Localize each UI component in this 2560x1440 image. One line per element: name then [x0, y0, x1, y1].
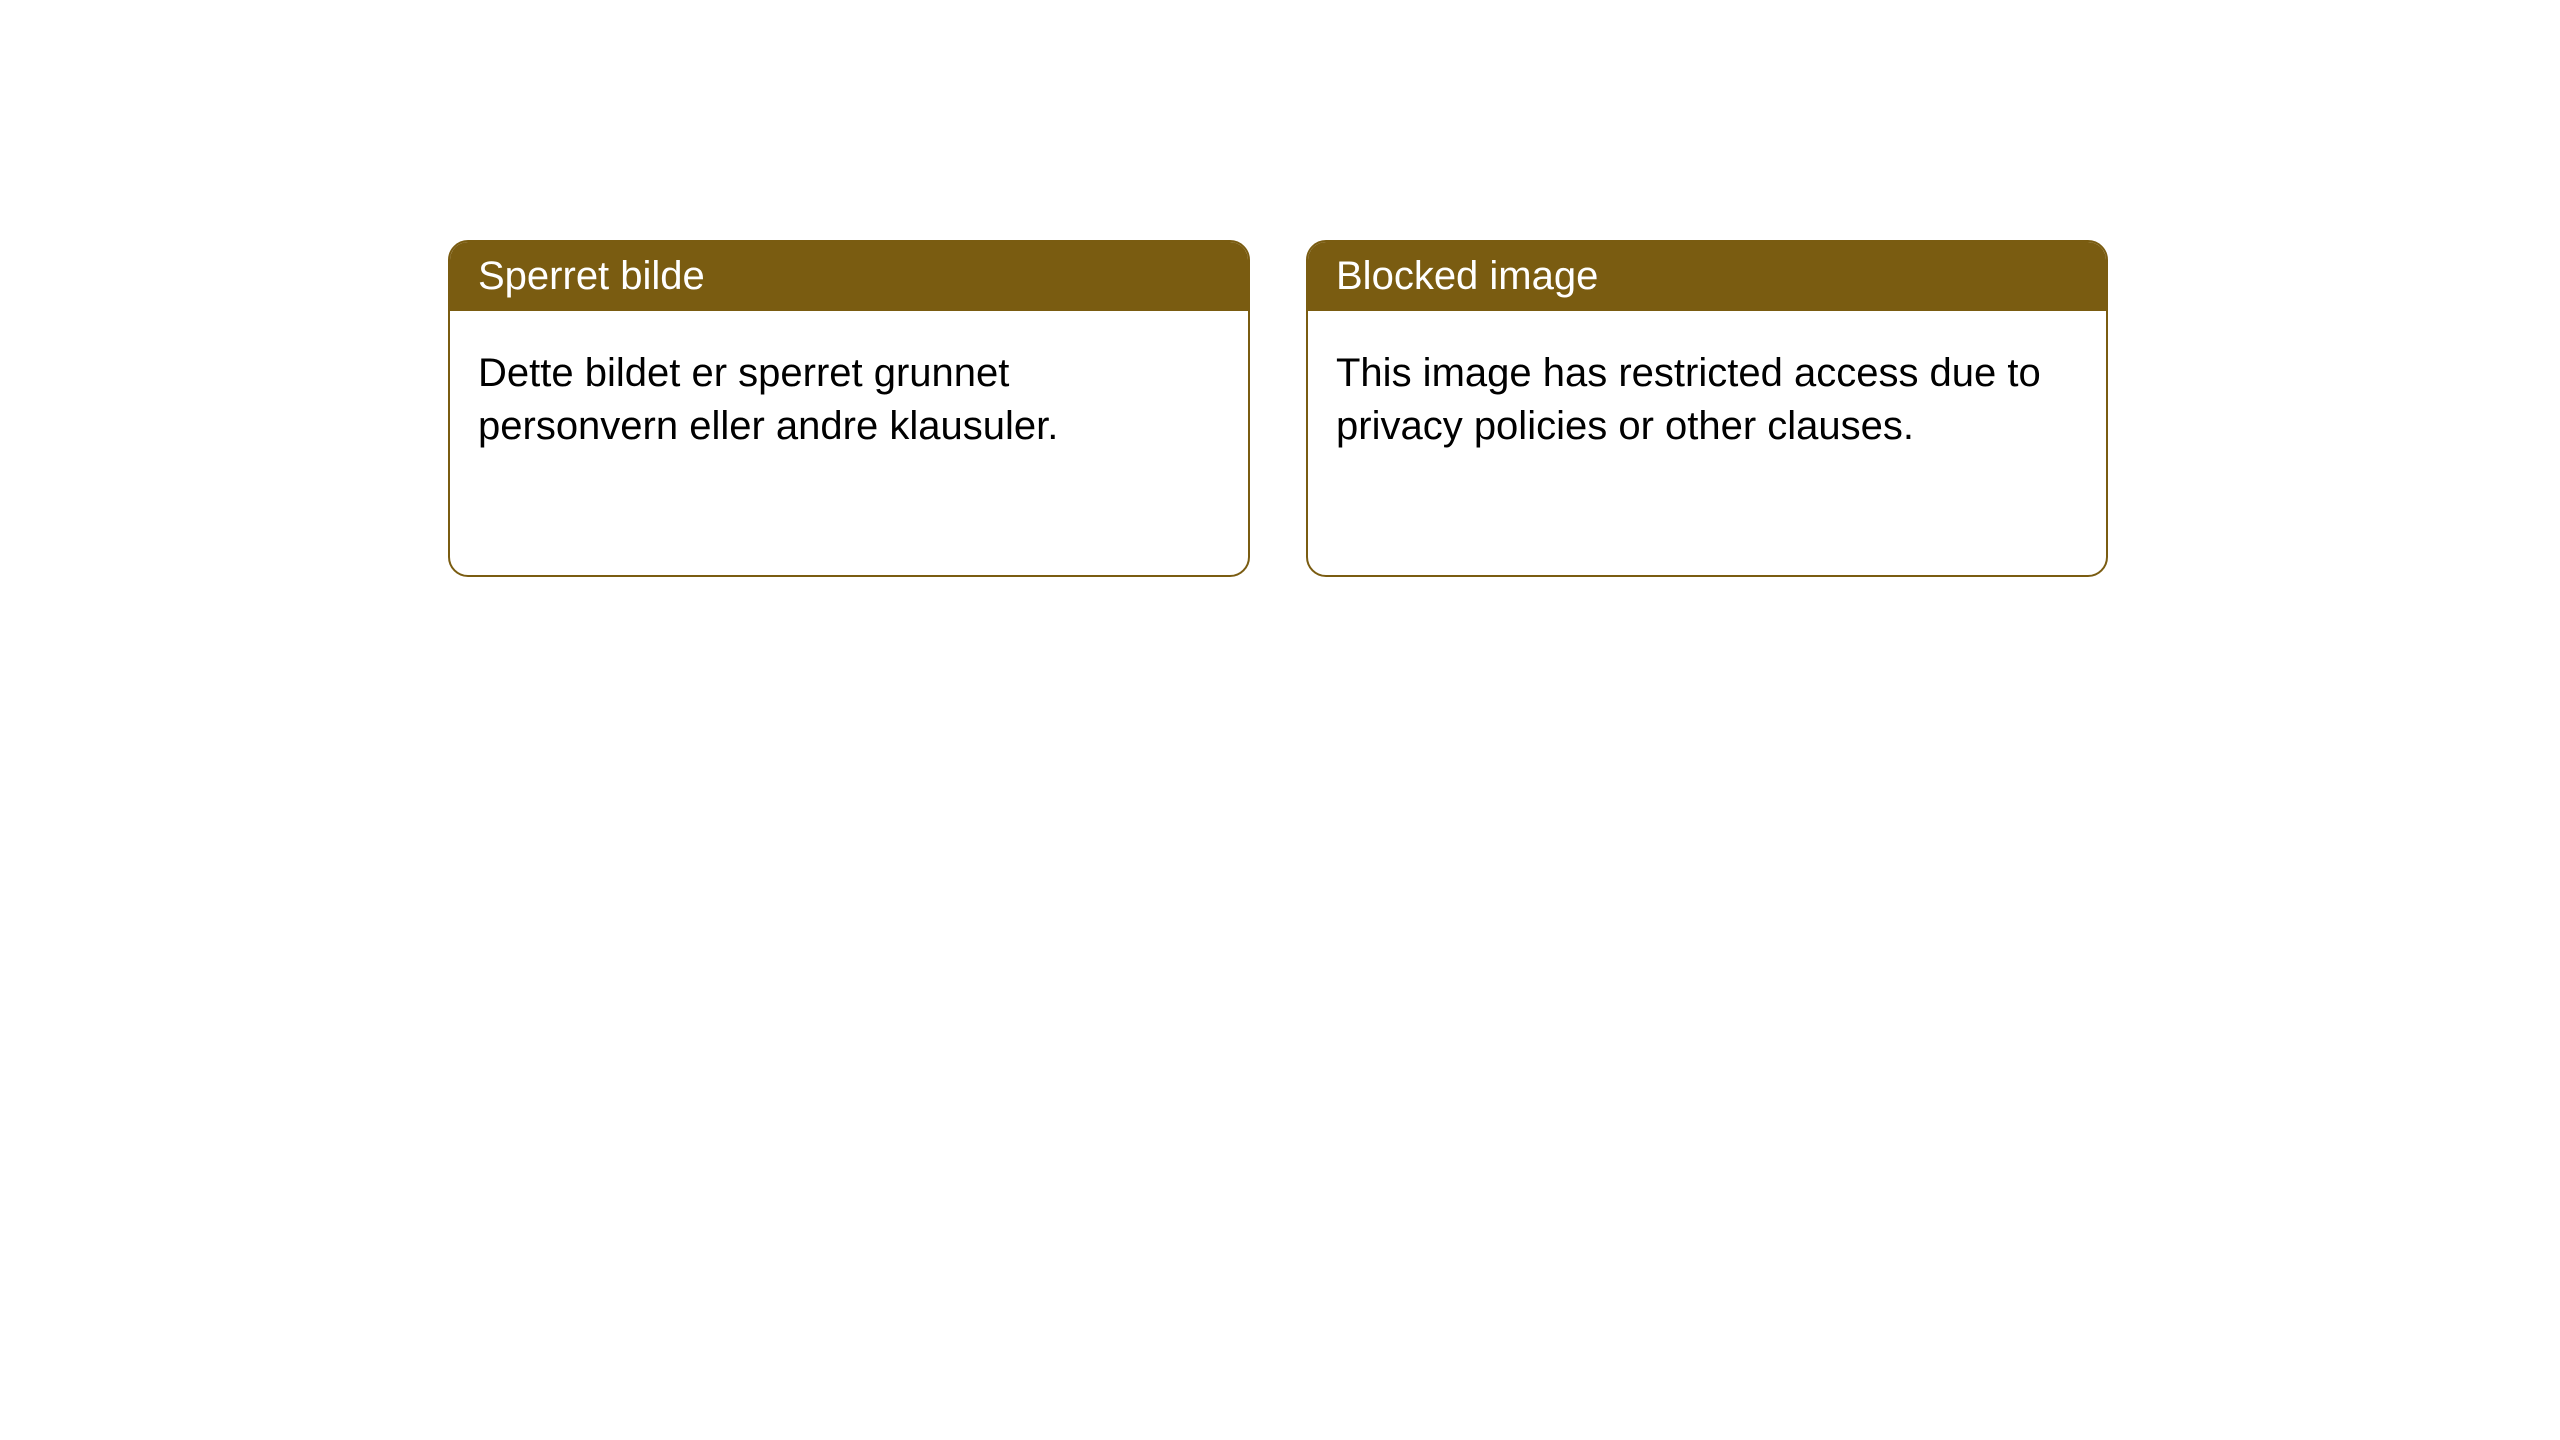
card-header: Sperret bilde [450, 242, 1248, 311]
notice-card-english: Blocked image This image has restricted … [1306, 240, 2108, 577]
notice-card-norwegian: Sperret bilde Dette bildet er sperret gr… [448, 240, 1250, 577]
cards-container: Sperret bilde Dette bildet er sperret gr… [448, 240, 2108, 577]
card-body-text: Dette bildet er sperret grunnet personve… [478, 351, 1058, 448]
card-header: Blocked image [1308, 242, 2106, 311]
card-header-text: Sperret bilde [478, 254, 705, 298]
card-body: This image has restricted access due to … [1308, 311, 2106, 489]
card-body-text: This image has restricted access due to … [1336, 351, 2041, 448]
card-header-text: Blocked image [1336, 254, 1598, 298]
card-body: Dette bildet er sperret grunnet personve… [450, 311, 1248, 489]
